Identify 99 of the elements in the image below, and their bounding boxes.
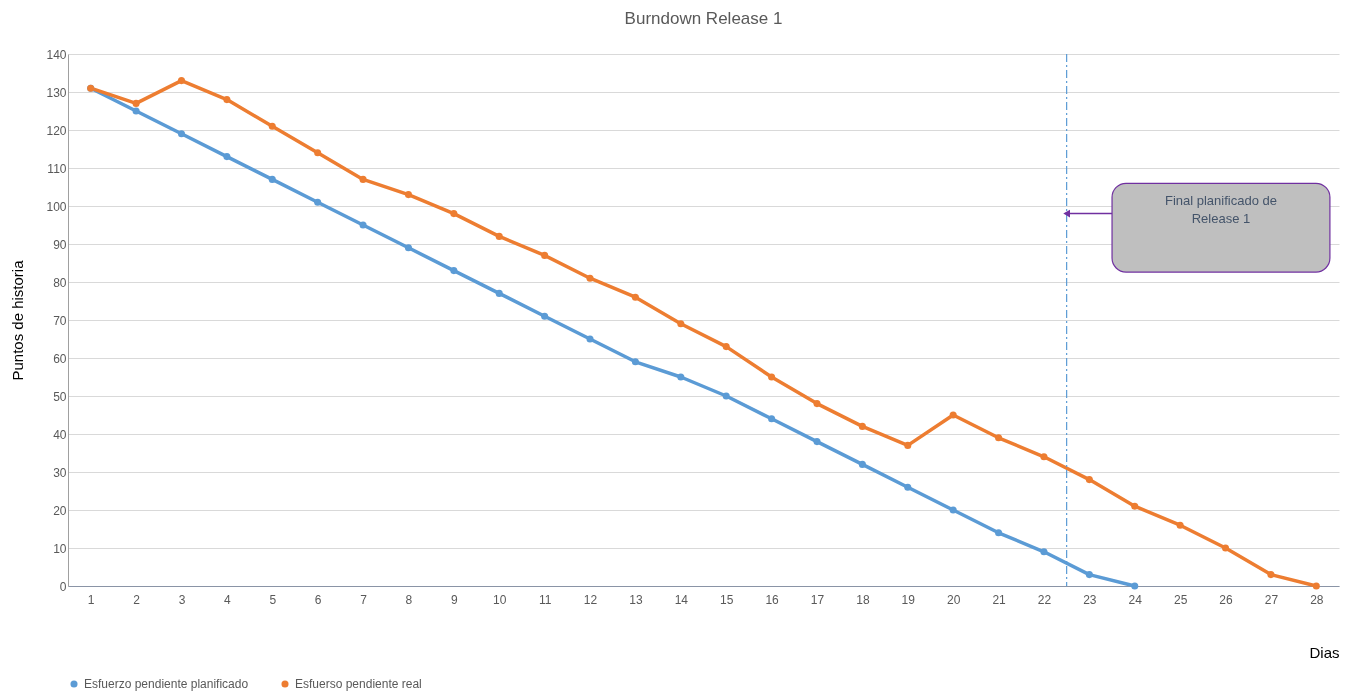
x-tick-label: 12: [583, 592, 598, 607]
point: [677, 320, 685, 328]
x-tick-label: 26: [1219, 592, 1234, 607]
x-tick-label: 23: [1083, 592, 1097, 607]
legend-label: Esfuerso pendiente real: [295, 677, 422, 691]
x-tick-label: 25: [1173, 592, 1188, 607]
x-tick-label: 14: [674, 592, 689, 607]
point: [813, 400, 821, 408]
x-tick-label: 24: [1128, 592, 1143, 607]
point: [631, 358, 639, 366]
y-tick-label: 80: [53, 275, 67, 290]
point: [586, 274, 594, 282]
point: [858, 460, 866, 468]
point: [1131, 502, 1139, 510]
point: [768, 415, 776, 423]
point: [1176, 521, 1184, 529]
x-tick-label: 21: [992, 592, 1007, 607]
x-tick-label: 15: [720, 592, 734, 607]
x-tick-label: 2: [133, 592, 141, 607]
point: [858, 422, 866, 430]
x-tick-label: 13: [629, 592, 643, 607]
x-tick-label: 18: [856, 592, 870, 607]
point: [813, 438, 821, 446]
point: [1040, 453, 1048, 461]
point: [677, 373, 685, 381]
x-tick-label: 7: [360, 592, 368, 607]
x-tick-label: 3: [178, 592, 186, 607]
x-tick-label: 5: [269, 592, 277, 607]
y-tick-label: 40: [53, 427, 67, 442]
x-tick-label: 9: [451, 592, 458, 607]
point: [995, 529, 1003, 537]
x-axis-title: Dias: [1309, 643, 1340, 661]
point: [1040, 548, 1048, 556]
point: [949, 411, 957, 419]
x-tick-label: 10: [493, 592, 507, 607]
point: [904, 483, 912, 491]
point: [1267, 571, 1275, 579]
point: [495, 289, 503, 297]
legend-label: Esfuerzo pendiente planificado: [84, 677, 249, 691]
y-tick-label: 110: [47, 161, 67, 176]
point: [177, 77, 186, 85]
y-tick-label: 140: [46, 47, 67, 62]
point: [1312, 582, 1320, 590]
point: [586, 335, 594, 343]
point: [132, 107, 140, 115]
y-tick-label: 60: [53, 351, 67, 366]
point: [268, 122, 276, 130]
point: [177, 130, 186, 138]
point: [132, 99, 140, 107]
point: [359, 221, 367, 229]
x-tick-label: 11: [538, 592, 552, 607]
x-tick-label: 17: [810, 592, 825, 607]
point: [541, 251, 549, 259]
y-axis-title: Puntos de historia: [9, 259, 27, 381]
chart-title: Burndown Release 1: [624, 9, 783, 28]
point: [314, 198, 322, 206]
point: [541, 312, 549, 320]
x-tick-label: 22: [1037, 592, 1052, 607]
point: [904, 441, 912, 449]
x-tick-label: 20: [946, 592, 961, 607]
point: [359, 175, 367, 183]
annotation: Final planificado de Release 1: [1164, 192, 1277, 226]
y-tick-label: 10: [53, 541, 67, 556]
point: [995, 434, 1003, 442]
point: [949, 506, 957, 514]
y-tick-label: 120: [46, 123, 67, 138]
x-tick-label: 6: [314, 592, 322, 607]
point: [1085, 476, 1093, 484]
point: [314, 149, 322, 157]
y-tick-label: 50: [53, 389, 67, 404]
y-tick-label: 130: [46, 85, 67, 100]
point: [450, 267, 458, 275]
x-tick-label: 27: [1264, 592, 1279, 607]
point: [404, 244, 412, 252]
point: [404, 191, 412, 199]
y-tick-label: 20: [53, 503, 67, 518]
y-tick-label: 0: [59, 579, 67, 594]
point: [223, 96, 231, 104]
x-tick-label: 16: [765, 592, 780, 607]
x-tick-label: 8: [405, 592, 413, 607]
point: [1221, 544, 1230, 552]
point: [268, 175, 276, 183]
point: [223, 153, 231, 161]
y-tick-label: 70: [53, 313, 67, 328]
x-tick-label: 1: [87, 592, 95, 607]
x-tick-label: 19: [901, 592, 916, 607]
y-tick-label: 90: [53, 237, 67, 252]
point: [495, 232, 503, 240]
point: [1085, 571, 1093, 579]
point: [450, 210, 458, 218]
y-tick-label: 30: [53, 465, 67, 480]
x-tick-label: 4: [224, 592, 232, 607]
y-tick-label: 100: [46, 199, 67, 214]
point: [768, 373, 776, 381]
x-tick-label: 28: [1310, 592, 1324, 607]
point: [1131, 582, 1139, 590]
point: [722, 392, 730, 400]
point: [631, 293, 639, 301]
point: [722, 343, 730, 351]
